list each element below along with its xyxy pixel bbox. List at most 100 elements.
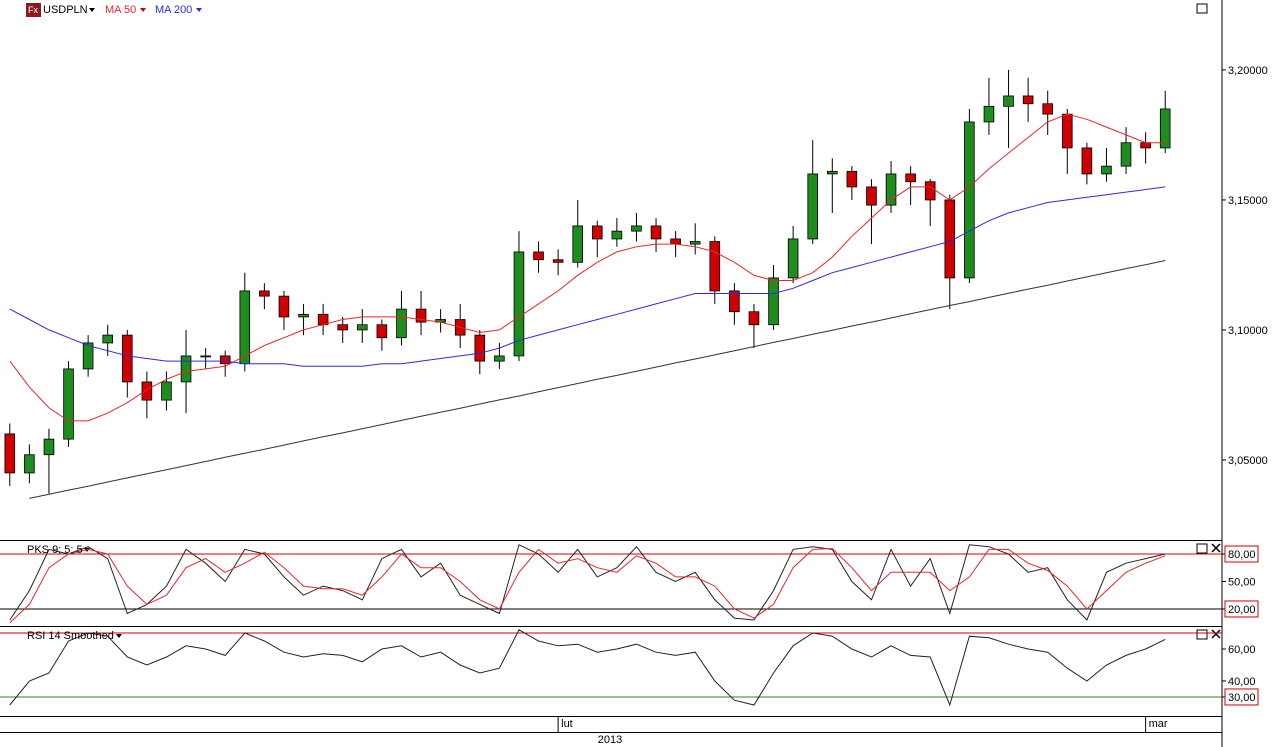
y-tick-label: 60,00 <box>1228 644 1256 656</box>
maximize-button[interactable] <box>1196 543 1208 554</box>
candle-body <box>82 342 94 370</box>
close-button[interactable] <box>1211 543 1221 553</box>
panel <box>4 69 1171 499</box>
candle-body <box>768 277 779 326</box>
legend-entry: MA 200 <box>155 4 192 16</box>
chart-title: USDPLN <box>43 4 88 16</box>
panel <box>0 629 1222 707</box>
candle-body <box>376 324 388 339</box>
maximize-button[interactable] <box>1196 3 1208 14</box>
legend-entry: MA 50 <box>105 4 136 16</box>
y-tick-label: 3,10000 <box>1228 325 1268 337</box>
candle-body <box>259 290 270 297</box>
candle-body <box>161 381 172 401</box>
dropdown-arrow[interactable] <box>89 8 95 12</box>
candle-body <box>533 251 544 261</box>
candle-body <box>846 170 858 188</box>
candle-body <box>474 334 486 362</box>
candle-body <box>1042 103 1054 115</box>
candle-body <box>1081 147 1093 175</box>
candle-body <box>1120 142 1132 167</box>
candle-body <box>572 225 584 263</box>
tick-box <box>1224 688 1259 706</box>
candle-body <box>317 313 329 326</box>
dropdown-arrow[interactable] <box>140 8 146 12</box>
candle-body <box>1140 142 1151 149</box>
candle-body <box>729 290 740 313</box>
candle-body <box>552 259 564 263</box>
fx-icon-label: Fx <box>28 5 38 15</box>
y-tick-label: 20,00 <box>1228 604 1256 616</box>
candle-body <box>102 334 114 344</box>
candle-body <box>1159 108 1171 149</box>
y-tick-label: 3,15000 <box>1228 195 1268 207</box>
candle-body <box>396 308 407 339</box>
y-tick-label: 80,00 <box>1228 549 1256 561</box>
candle-body <box>1061 113 1073 149</box>
candle-body <box>905 173 916 183</box>
candle-body <box>924 181 936 201</box>
tick-box <box>1224 545 1259 563</box>
candle-body <box>180 355 192 383</box>
series-line <box>9 547 1166 624</box>
y-tick-label: 30,00 <box>1228 692 1256 704</box>
panel-title: RSI 14 Smoothed <box>27 630 114 642</box>
candle-body <box>63 368 74 440</box>
candle-body <box>1003 95 1014 107</box>
candle-body <box>670 238 681 245</box>
candle-body <box>611 230 623 240</box>
candle-body <box>983 105 995 123</box>
candle-body <box>709 241 721 292</box>
candle-body <box>278 295 290 318</box>
candle-body <box>43 438 55 456</box>
candle-body <box>650 225 662 240</box>
candle-body <box>24 454 35 474</box>
candle-body <box>826 170 838 175</box>
x-tick-label: lut <box>561 718 573 730</box>
series-line <box>9 113 1166 422</box>
y-tick-label: 3,05000 <box>1228 455 1268 467</box>
candle-body <box>298 313 309 318</box>
candle-body <box>415 308 427 323</box>
x-tick-label: mar <box>1149 718 1168 730</box>
y-tick-label: 50,00 <box>1228 576 1256 588</box>
candle-body <box>121 334 133 383</box>
candle-body <box>944 199 956 279</box>
panel-title: PKS 9; 5; 5 <box>27 544 83 556</box>
y-tick-label: 3,20000 <box>1228 65 1268 77</box>
fx-icon[interactable] <box>26 3 41 17</box>
candle-body <box>885 173 897 206</box>
maximize-button[interactable] <box>1196 629 1208 640</box>
candle-body <box>866 186 877 206</box>
year-label: 2013 <box>598 734 622 746</box>
series-line <box>9 186 1166 367</box>
candle-body <box>337 324 349 331</box>
dropdown-arrow[interactable] <box>116 634 122 638</box>
candle-body <box>1022 95 1034 105</box>
candle-body <box>219 355 231 365</box>
tick-box <box>1224 600 1259 618</box>
candle-body <box>494 355 505 362</box>
series-line <box>9 629 1166 707</box>
candle-body <box>631 225 642 232</box>
panel <box>0 544 1222 624</box>
candle-body <box>591 225 603 240</box>
candle-body <box>964 121 975 279</box>
candle-body <box>513 251 525 357</box>
series-line <box>29 260 1166 499</box>
y-tick-label: 40,00 <box>1228 676 1256 688</box>
candle-body <box>141 381 153 401</box>
candle-body <box>356 324 368 331</box>
candle-body <box>807 173 819 240</box>
dropdown-arrow[interactable] <box>196 8 202 12</box>
candle-body <box>689 241 701 245</box>
candle-body <box>1101 165 1112 175</box>
candle-body <box>200 355 211 358</box>
candle-body <box>4 433 16 474</box>
candle-body <box>787 238 799 279</box>
candle-body <box>748 311 760 326</box>
close-button[interactable] <box>1211 629 1221 639</box>
candle-body <box>239 290 251 365</box>
